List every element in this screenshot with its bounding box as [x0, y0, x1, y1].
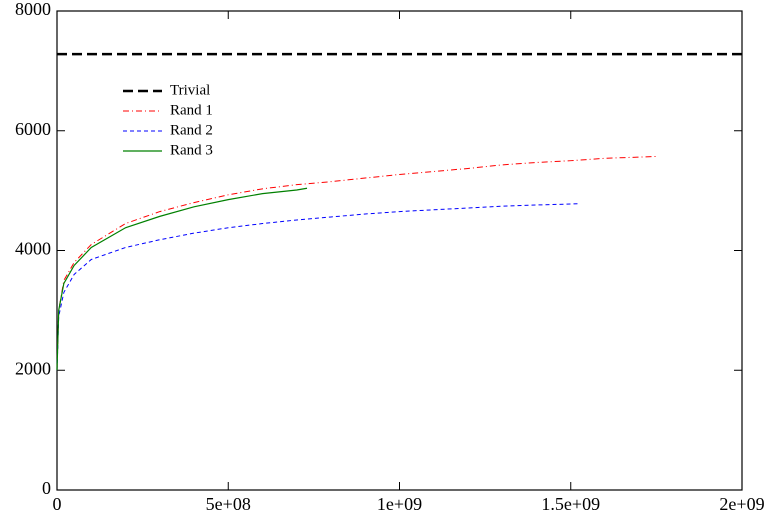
legend-label: Trivial — [170, 82, 210, 98]
x-tick-label: 1.5e+09 — [541, 494, 600, 514]
y-tick-label: 2000 — [15, 358, 51, 378]
legend-label: Rand 3 — [170, 142, 213, 158]
x-tick-label: 1e+09 — [377, 494, 422, 514]
x-tick-label: 0 — [53, 494, 62, 514]
legend-label: Rand 2 — [170, 122, 213, 138]
y-tick-label: 8000 — [15, 0, 51, 19]
y-tick-label: 6000 — [15, 119, 51, 139]
y-tick-label: 4000 — [15, 239, 51, 259]
y-tick-label: 0 — [42, 478, 51, 498]
series-line — [56, 155, 657, 371]
series-line — [56, 187, 308, 371]
x-tick-label: 2e+09 — [719, 494, 764, 514]
legend-label: Rand 1 — [170, 102, 213, 118]
x-tick-label: 5e+08 — [206, 494, 251, 514]
series-line — [56, 203, 578, 371]
plot-frame — [56, 10, 743, 491]
